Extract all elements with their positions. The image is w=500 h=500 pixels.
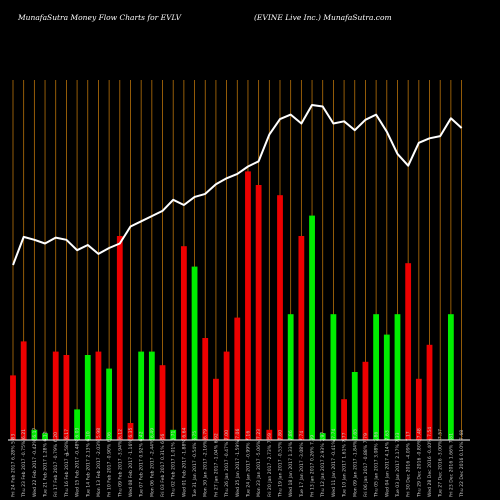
x-tick-label: Mon 06 Feb 2017 -2.44% 6.49 <box>149 428 155 497</box>
money-flow-bar <box>405 263 412 440</box>
money-flow-bar <box>127 423 134 440</box>
x-tick-label: Thu 05 Jan 2017 3.08% 7.86 <box>374 432 380 498</box>
money-flow-bar <box>52 351 59 440</box>
x-tick-label: Tue 24 Jan 2017 -0.99% 7.16 <box>245 431 251 498</box>
price-line-path <box>12 104 463 266</box>
x-tick-labels: Fri 24 Feb 2017 6.28% 5.83 Thu 23 Feb 201… <box>11 427 466 498</box>
x-axis: 0 <box>8 439 470 458</box>
money-flow-bar <box>84 355 91 440</box>
x-tick-label: Fri 13 Jan 2017 0.26% 7.99 <box>310 435 316 497</box>
x-tick-label: Tue 10 Jan 2017 1.61% 7.77 <box>342 432 348 498</box>
x-tick-label: Fri 30 Dec 2016 -4.09% 7.17 <box>406 431 412 497</box>
x-tick-label: Fri 06 Jan 2017 -0.88% 7.79 <box>363 433 369 497</box>
money-flow-bar <box>159 365 166 440</box>
money-flow-bar <box>148 351 155 440</box>
money-flow-bar <box>341 399 347 440</box>
money-flow-bar <box>138 351 145 440</box>
x-tick-label: Fri 20 Jan 2017 -2.73% 7.59 <box>267 433 273 497</box>
money-flow-bar <box>373 314 380 440</box>
money-flow-bar <box>426 344 433 440</box>
x-tick-label: Wed 08 Feb 2017 -1.16% 6.35 <box>128 427 134 497</box>
x-tick-label: Wed 22 Feb 2017 -0.42% 6.17 <box>32 427 38 497</box>
money-flow-bar <box>223 351 230 440</box>
x-tick-label: Tue 07 Feb 2017 0.92% 6.42 <box>139 431 145 498</box>
x-tick-label: Mon 23 Jan 2017 -5.06% 7.23 <box>256 429 262 497</box>
x-tick-label: Tue 03 Jan 2017 2.17% 7.33 <box>395 432 401 498</box>
x-tick-label: Wed 15 Feb 2017 -0.48% 6.03 <box>75 427 81 497</box>
money-flow-bar <box>95 351 102 440</box>
x-tick-label: Wed 11 Jan 2017 -0.41% 7.74 <box>331 429 337 497</box>
x-tick-label: Wed 04 Jan 2017 4.14% 7.63 <box>384 430 390 497</box>
x-tick-label: Thu 23 Feb 2017 -0.75% 6.21 <box>21 429 27 498</box>
money-flow-bar <box>191 266 198 440</box>
money-flow-bar <box>351 372 358 440</box>
x-tick-label: Tue 27 Dec 2016 -3.00% 7.57 <box>438 429 444 498</box>
money-flow-bar <box>20 341 27 440</box>
money-flow-bar <box>309 215 315 440</box>
money-flow-bar <box>255 185 262 440</box>
money-flow-bar <box>74 409 80 440</box>
money-flow-bar <box>106 368 113 440</box>
x-tick-label: Thu 16 Feb 2017 -1.58% 6.17 <box>64 429 70 498</box>
money-flow-bar <box>31 429 38 440</box>
money-flow-bar <box>10 375 16 440</box>
money-flow-bar <box>394 314 401 440</box>
money-flow-bar <box>277 195 283 440</box>
money-flow-bar <box>234 317 241 440</box>
money-flow-bars <box>10 171 454 440</box>
money-flow-bar <box>170 429 177 440</box>
x-tick-label: Thu 02 Feb 2017 1.01% 6.71 <box>171 431 177 498</box>
x-tick-label: Thu 22 Dec 2016 0.10% 7.68 <box>459 430 465 498</box>
x-tick-label: Fri 03 Feb 2017 0.31% 6.56 <box>160 434 166 497</box>
x-tick-label: Fri 17 Feb 2017 -0.79% 6.20 <box>53 432 59 497</box>
x-tick-label: Fri 24 Feb 2017 6.28% 5.83 <box>11 434 17 497</box>
x-tick-label: Wed 01 Feb 2017 -1.88% 6.64 <box>181 427 187 497</box>
chart-site-title: (EVINE Live Inc.) MunafaSutra.com <box>254 13 392 22</box>
x-tick-label: Thu 19 Jan 2017 -0.53% 7.80 <box>278 430 284 498</box>
x-tick-label: Thu 29 Dec 2016 -0.80% 7.48 <box>416 428 422 498</box>
x-tick-label: Thu 09 Feb 2017 -3.94% 6.12 <box>117 429 123 498</box>
money-flow-bar <box>447 314 454 440</box>
x-tick-label: Tue 21 Feb 2017 1.28% 6.12 <box>43 431 49 498</box>
chart-title: MunafaSutra Money Flow Charts for EVLV <box>18 13 182 22</box>
x-tick-label: Fri 27 Jan 2017 -1.04% 6.92 <box>213 433 219 497</box>
money-flow-bar <box>116 236 123 440</box>
money-flow-bar <box>319 433 326 440</box>
x-tick-label: Tue 14 Feb 2017 2.13% 6.10 <box>85 431 91 498</box>
x-tick-label: Mon 13 Feb 2017 -2.03% 5.98 <box>96 428 102 497</box>
x-tick-label: Mon 09 Jan 2017 -1.84% 7.65 <box>352 429 358 497</box>
x-tick-label: Wed 18 Jan 2017 1.33% 7.86 <box>288 430 294 497</box>
x-tick-label: Fri 23 Dec 2016 1.66% 7.81 <box>448 433 454 497</box>
x-tick-label: Tue 31 Jan 2017 -0.54% 6.75 <box>192 431 198 498</box>
x-tick-label: Wed 28 Dec 2016 -0.40% 7.54 <box>427 427 433 497</box>
money-flow-bar <box>330 314 337 440</box>
money-flow-bar <box>298 236 305 440</box>
x-tick-label: Thu 26 Jan 2017 -0.47% 7.00 <box>224 430 230 498</box>
money-flow-bar <box>42 433 48 440</box>
money-flow-bar <box>415 378 422 440</box>
money-flow-bar <box>213 378 219 440</box>
x-tick-label: Fri 10 Feb 2017 -0.90% 6.06 <box>107 432 113 497</box>
money-flow-bar <box>383 334 390 440</box>
x-tick-label: Tue 17 Jan 2017 -3.08% 7.74 <box>299 431 305 498</box>
x-tick-label: Wed 25 Jan 2017 -1.59% 7.06 <box>235 429 241 497</box>
price-line <box>12 104 463 266</box>
money-flow-bar <box>180 246 187 440</box>
x-tick-label: Mon 30 Jan 2017 -2.16% 6.79 <box>203 429 209 497</box>
money-flow-bar <box>266 429 273 440</box>
money-flow-bar <box>362 361 369 440</box>
money-flow-bar <box>287 314 294 440</box>
money-flow-bar <box>245 171 251 440</box>
money-flow-bar <box>63 355 70 440</box>
x-tick-label: Thu 12 Jan 2017 2.93% 7.97 <box>320 432 326 498</box>
money-flow-bar <box>202 338 209 440</box>
axis-zero-label: 0 <box>66 452 69 458</box>
